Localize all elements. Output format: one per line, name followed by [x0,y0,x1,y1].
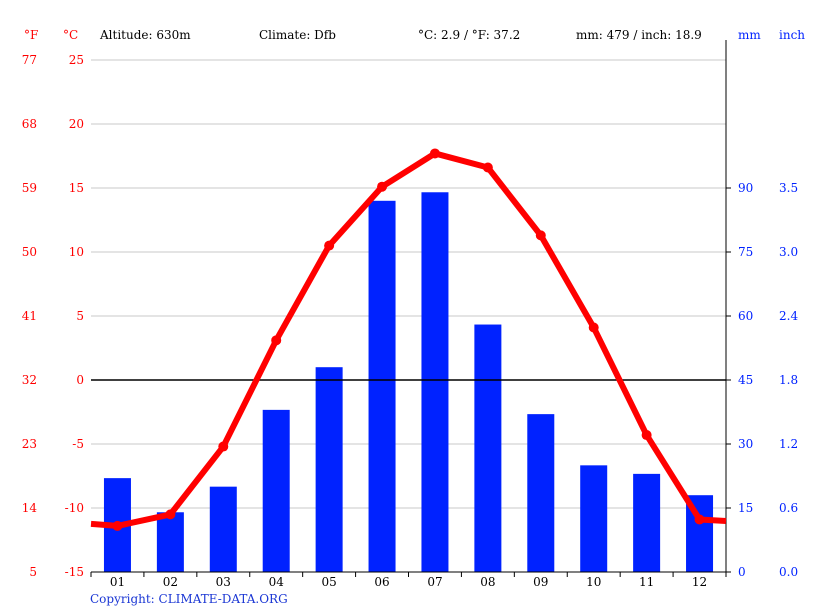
celsius-tick-label: 20 [69,117,84,131]
precipitation-bar [633,473,661,572]
precipitation-bar [421,192,449,572]
fahrenheit-tick-label: 23 [22,437,37,451]
mm-tick-label: 90 [738,181,753,195]
fahrenheit-tick-label: 41 [22,309,37,323]
temperature-point [429,148,440,159]
month-label: 07 [427,575,442,589]
inch-tick-label: 2.4 [779,309,798,323]
mm-tick-label: 0 [738,565,746,579]
temperature-point [588,322,599,333]
fahrenheit-unit-label: °F [24,28,39,42]
inch-tick-label: 0.0 [779,565,798,579]
fahrenheit-tick-label: 14 [22,501,38,515]
celsius-tick-label: -5 [72,437,84,451]
precipitation-bar [315,367,343,572]
celsius-tick-label: 10 [69,245,84,259]
month-label: 11 [639,575,654,589]
celsius-tick-label: 25 [69,53,84,67]
inch-unit-label: inch [779,28,806,42]
precipitation-bar [156,512,184,572]
temperature-point [324,240,335,251]
inch-tick-label: 3.0 [779,245,798,259]
inch-tick-label: 1.2 [779,437,798,451]
fahrenheit-tick-label: 50 [22,245,37,259]
month-label: 05 [321,575,336,589]
precipitation-total-label: mm: 479 / inch: 18.9 [576,28,702,42]
precipitation-bar [368,200,396,573]
celsius-tick-label: 5 [76,309,84,323]
month-label: 06 [374,575,389,589]
month-label: 01 [110,575,125,589]
fahrenheit-tick-label: 32 [22,373,37,387]
temperature-point [482,162,493,173]
celsius-tick-label: 15 [69,181,84,195]
mm-tick-label: 45 [738,373,753,387]
month-label: 10 [586,575,601,589]
temperature-point [218,441,229,452]
mm-tick-label: 75 [738,245,753,259]
fahrenheit-tick-label: 59 [22,181,37,195]
month-label: 09 [533,575,548,589]
temperature-point [377,181,388,192]
month-label: 08 [480,575,495,589]
precipitation-bar [580,465,608,572]
altitude-label: Altitude: 630m [100,28,191,42]
fahrenheit-tick-label: 68 [22,117,37,131]
temperature-point [165,509,176,520]
fahrenheit-tick-label: 5 [29,565,37,579]
temperature-point [535,230,546,241]
mm-unit-label: mm [738,28,761,42]
precipitation-bar [209,486,237,572]
inch-tick-label: 0.6 [779,501,798,515]
precipitation-bar [527,414,555,572]
climate-label: Climate: Dfb [259,28,336,42]
precipitation-bar [262,409,290,572]
mm-tick-label: 60 [738,309,753,323]
fahrenheit-tick-label: 77 [22,53,37,67]
temperature-point [271,335,282,346]
temperature-line [90,150,727,529]
celsius-unit-label: °C [63,28,79,42]
precipitation-bar [474,324,502,572]
average-temperature-label: °C: 2.9 / °F: 37.2 [418,28,521,42]
inch-tick-label: 3.5 [779,181,798,195]
celsius-tick-label: -10 [65,501,84,515]
celsius-tick-label: -15 [65,565,84,579]
celsius-tick-label: 0 [76,373,84,387]
mm-tick-label: 15 [738,501,753,515]
month-label: 02 [163,575,178,589]
copyright-link[interactable]: Copyright: CLIMATE-DATA.ORG [90,592,288,606]
month-label: 03 [216,575,231,589]
month-label: 12 [692,575,707,589]
month-label: 04 [269,575,285,589]
temperature-point [112,520,123,531]
inch-tick-label: 1.8 [779,373,798,387]
temperature-point [641,430,652,441]
mm-tick-label: 30 [738,437,753,451]
temperature-point [694,514,705,525]
